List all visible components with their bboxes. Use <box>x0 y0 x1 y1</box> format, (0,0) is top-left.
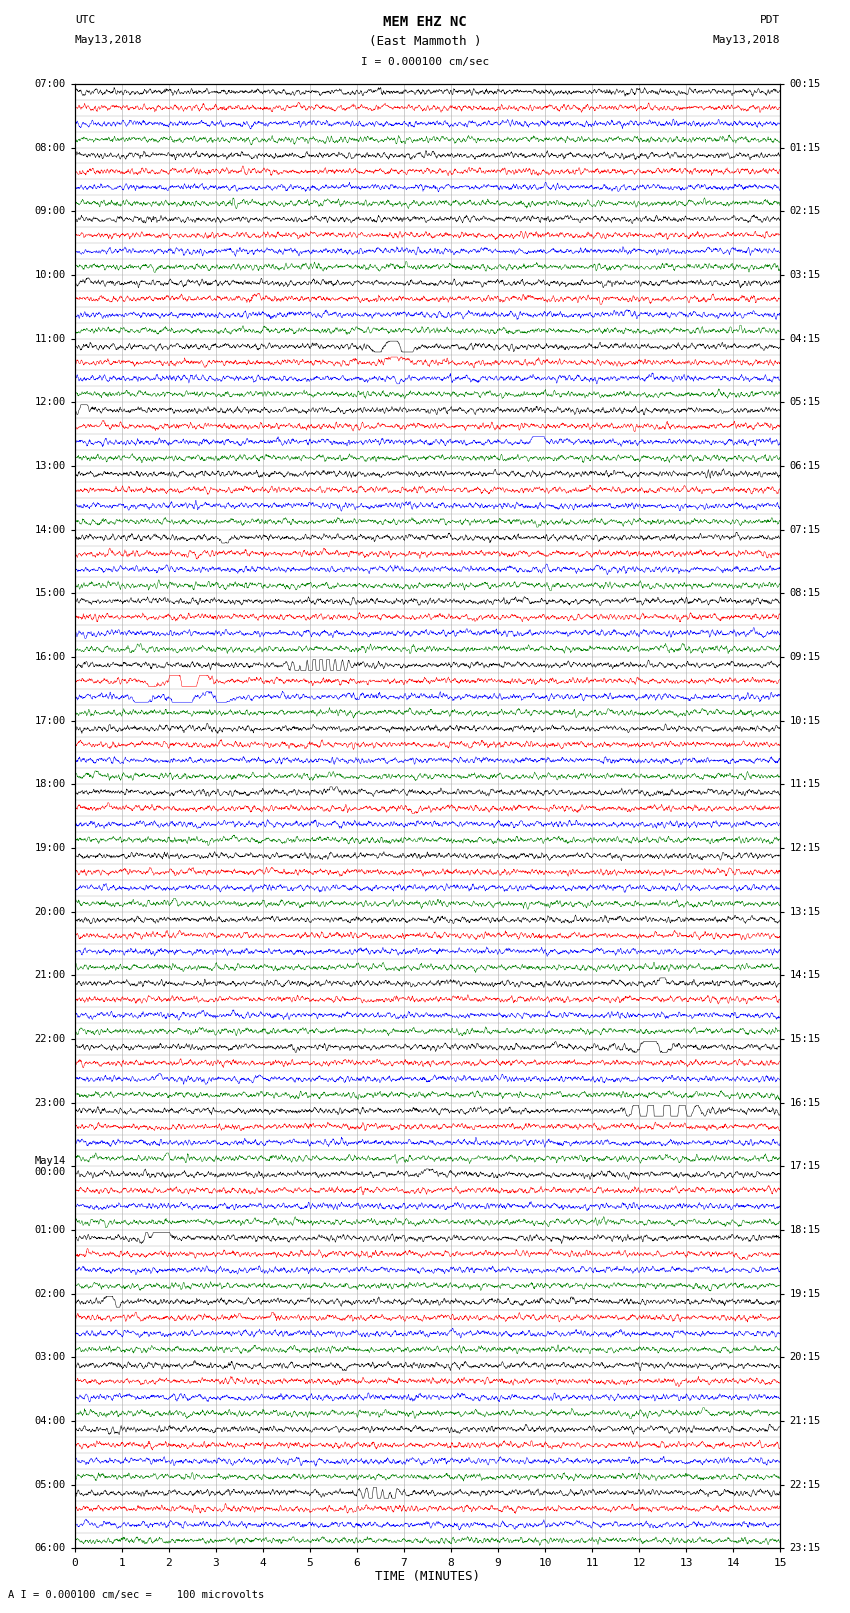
Text: UTC: UTC <box>75 15 95 26</box>
Text: I = 0.000100 cm/sec: I = 0.000100 cm/sec <box>361 56 489 68</box>
Text: MEM EHZ NC: MEM EHZ NC <box>383 15 467 29</box>
Text: PDT: PDT <box>760 15 780 26</box>
Text: A I = 0.000100 cm/sec =    100 microvolts: A I = 0.000100 cm/sec = 100 microvolts <box>8 1590 264 1600</box>
Text: May13,2018: May13,2018 <box>713 35 780 45</box>
Text: May13,2018: May13,2018 <box>75 35 142 45</box>
X-axis label: TIME (MINUTES): TIME (MINUTES) <box>375 1571 480 1584</box>
Text: (East Mammoth ): (East Mammoth ) <box>369 35 481 48</box>
